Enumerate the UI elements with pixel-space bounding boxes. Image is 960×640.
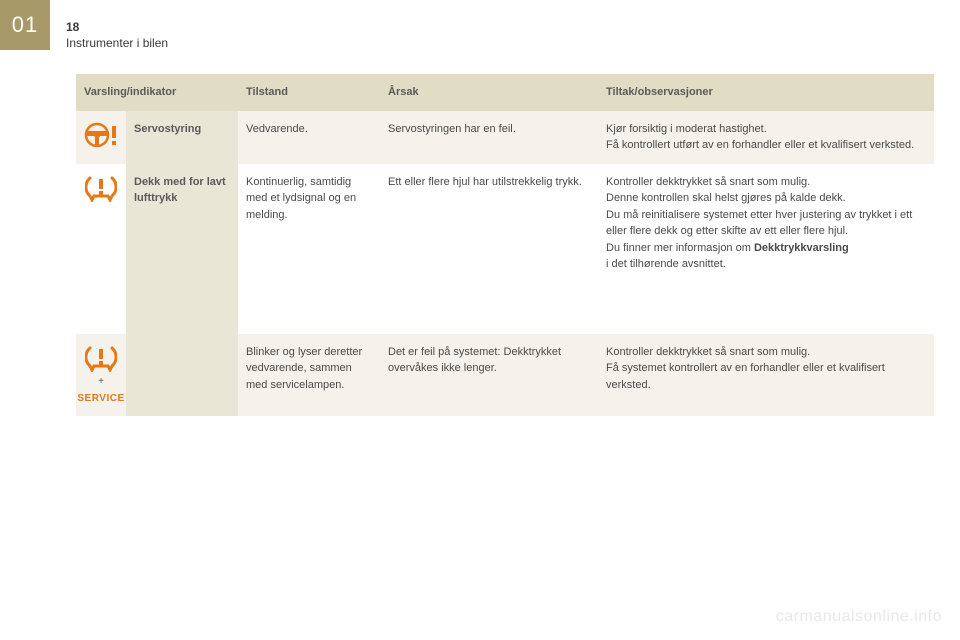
cell-tilstand: Kontinuerlig, samtidig med et lydsignal …: [238, 164, 380, 334]
tiltak-line: Denne kontrollen skal helst gjøres på ka…: [606, 190, 926, 207]
table-header-arsak: Årsak: [380, 74, 598, 111]
tiltak-line: Du finner mer informasjon om Dekktrykkva…: [606, 240, 926, 257]
table-header-tiltak: Tiltak/observasjoner: [598, 74, 934, 111]
icon-cell: [76, 164, 126, 334]
indicator-name: Dekk med for lavt lufttrykk: [126, 164, 238, 416]
table-header-indicator: Varsling/indikator: [76, 74, 238, 111]
cell-tiltak: Kjør forsiktig i moderat hastighet. Få k…: [598, 111, 934, 164]
tiltak-line: Du må reinitialisere systemet etter hver…: [606, 207, 926, 240]
tiltak-line: Få systemet kontrollert av en forhandler…: [606, 360, 926, 393]
tiltak-line: i det tilhørende avsnittet.: [606, 256, 926, 273]
cell-arsak: Ett eller flere hjul har utilstrekkelig …: [380, 164, 598, 334]
cell-tilstand: Blinker og lyser deretter vedvarende, sa…: [238, 334, 380, 416]
cell-arsak: Servostyringen har en feil.: [380, 111, 598, 164]
icon-cell: [76, 111, 126, 164]
service-label: SERVICE: [77, 391, 124, 406]
page-header: 18 Instrumenter i bilen: [66, 20, 168, 50]
page-number: 18: [66, 20, 168, 34]
cell-tiltak: Kontroller dekktrykket så snart som muli…: [598, 334, 934, 416]
steering-wheel-warning-icon: [84, 121, 118, 149]
tiltak-line: Få kontrollert utført av en forhandler e…: [606, 137, 926, 154]
table-header-tilstand: Tilstand: [238, 74, 380, 111]
tiltak-line: Kjør forsiktig i moderat hastighet.: [606, 121, 926, 138]
warnings-table: Varsling/indikator Tilstand Årsak Tiltak…: [76, 74, 934, 416]
tire-pressure-icon: [85, 174, 117, 202]
indicator-name: Servostyring: [126, 111, 238, 164]
chapter-tab: 01: [0, 0, 50, 50]
watermark: carmanualsonline.info: [776, 608, 942, 626]
tiltak-line: Kontroller dekktrykket så snart som muli…: [606, 344, 926, 361]
section-title: Instrumenter i bilen: [66, 36, 168, 50]
tiltak-line: Kontroller dekktrykket så snart som muli…: [606, 174, 926, 191]
icon-cell: + SERVICE: [76, 334, 126, 416]
tire-pressure-icon: [85, 344, 117, 372]
cell-arsak: Det er feil på systemet: Dekktrykket ove…: [380, 334, 598, 416]
plus-symbol: +: [98, 374, 104, 389]
cell-tilstand: Vedvarende.: [238, 111, 380, 164]
cell-tiltak: Kontroller dekktrykket så snart som muli…: [598, 164, 934, 334]
